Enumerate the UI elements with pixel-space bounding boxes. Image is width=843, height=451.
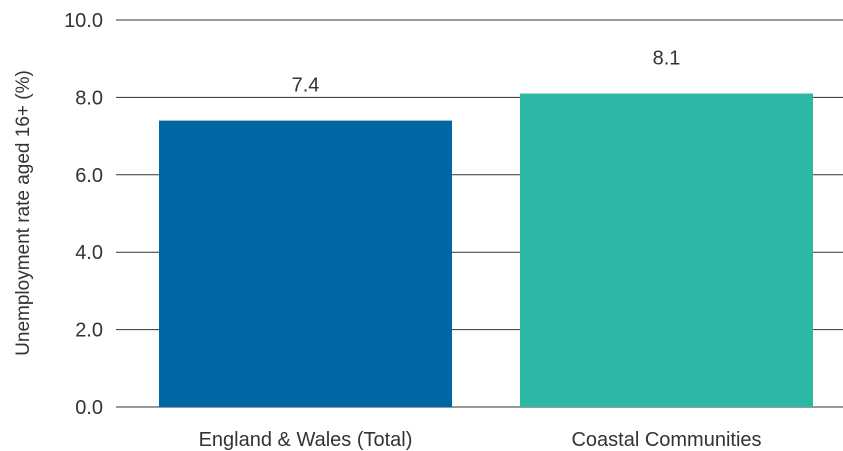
y-tick-labels: 0.0 2.0 4.0 6.0 8.0 10.0 — [64, 10, 103, 419]
y-tick-label: 0.0 — [75, 397, 103, 419]
y-axis-title: Unemployment rate aged 16+ (%) — [13, 70, 34, 356]
y-tick-label: 6.0 — [75, 165, 103, 187]
category-label: Coastal Communities — [571, 429, 761, 451]
y-tick-label: 8.0 — [75, 87, 103, 109]
y-tick-label: 4.0 — [75, 242, 103, 264]
bar-value-label: 7.4 — [292, 75, 320, 97]
bar-england-wales-total — [159, 120, 452, 408]
category-labels: England & Wales (Total) Coastal Communiti… — [199, 429, 762, 451]
bars — [159, 93, 813, 408]
category-label: England & Wales (Total) — [199, 429, 413, 451]
bar-coastal-communities — [520, 93, 813, 407]
y-tick-label: 10.0 — [64, 10, 103, 32]
y-tick-label: 2.0 — [75, 320, 103, 342]
bar-value-labels: 7.4 8.1 — [292, 48, 681, 97]
bar-value-label: 8.1 — [653, 48, 681, 70]
